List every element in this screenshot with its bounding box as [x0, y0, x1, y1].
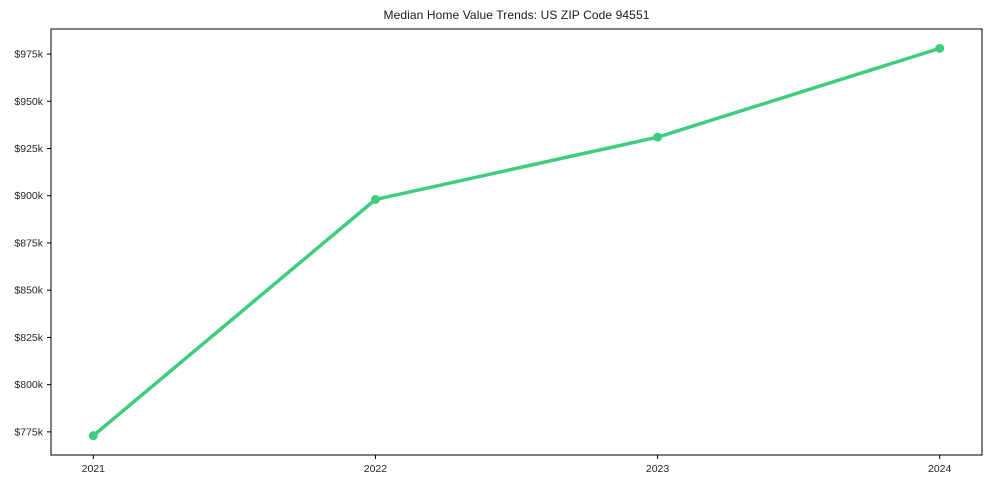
y-axis-tick-label: $775k — [14, 426, 43, 438]
y-axis-tick-label: $975k — [14, 49, 43, 61]
x-axis-tick-label: 2023 — [646, 463, 670, 475]
y-axis-tick-label: $925k — [14, 143, 43, 155]
y-axis-tick-label: $950k — [14, 96, 43, 108]
x-axis-tick-label: 2022 — [364, 463, 388, 475]
y-axis-tick-label: $800k — [14, 379, 43, 391]
data-point-marker — [370, 194, 380, 204]
data-point-marker — [653, 132, 663, 142]
y-axis-tick-label: $875k — [14, 237, 43, 249]
chart-title: Median Home Value Trends: US ZIP Code 94… — [383, 8, 650, 22]
y-axis-tick-label: $850k — [14, 285, 43, 297]
y-axis-tick-label: $825k — [14, 332, 43, 344]
x-axis-tick-label: 2024 — [928, 463, 952, 475]
plot-border — [50, 28, 983, 456]
y-axis-tick-label: $900k — [14, 190, 43, 202]
x-axis-tick-label: 2021 — [82, 463, 106, 475]
data-point-marker — [935, 43, 945, 53]
data-point-marker — [88, 431, 98, 441]
trend-line — [91, 46, 942, 438]
